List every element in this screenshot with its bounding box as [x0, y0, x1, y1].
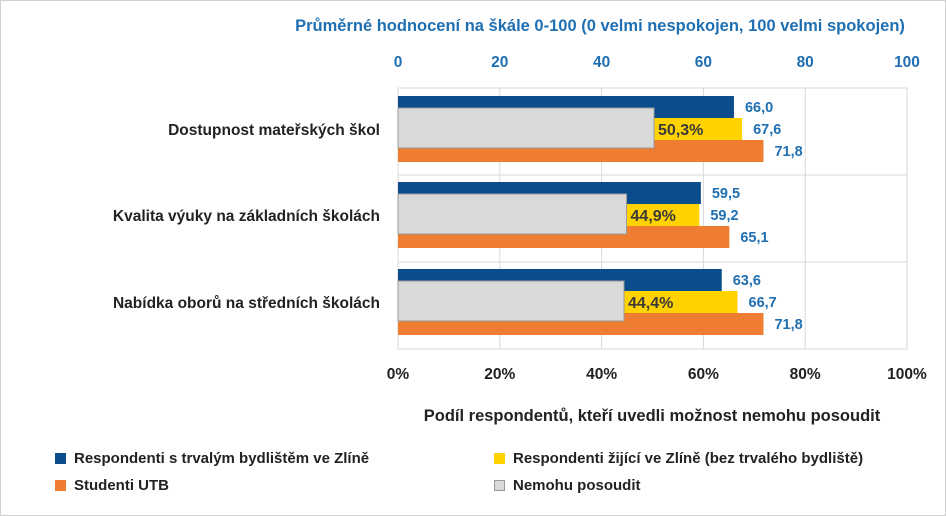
bottom-tick-label-0: 0%	[387, 366, 410, 383]
bottom-tick-label-5: 100%	[887, 366, 927, 383]
category-label-2: Nabídka oborů na středních školách	[113, 295, 380, 312]
legend-label-3: Nemohu posoudit	[513, 477, 641, 494]
bottom-tick-label-4: 80%	[790, 366, 821, 383]
top-tick-label-2: 40	[593, 54, 610, 71]
category-label-0: Dostupnost mateřských škol	[168, 122, 380, 139]
data-label-trvale-2: 63,6	[733, 273, 761, 289]
legend-label-0: Respondenti s trvalým bydlištěm ve Zlíně	[74, 450, 370, 467]
category-label-1: Kvalita výuky na základních školách	[113, 208, 380, 225]
bar-nemohu-2	[397, 280, 625, 322]
legend-item-2: Studenti UTB	[55, 477, 169, 494]
data-label-studenti-1: 65,1	[740, 230, 768, 246]
plot-area: 0 20 40 60 80 100 0% 20% 40% 60% 80% 100% Dostupnost…	[113, 54, 927, 383]
legend-label-1: Respondenti žijící ve Zlíně (bez trvaléh…	[513, 450, 864, 467]
data-label-trvale-0: 66,0	[745, 100, 773, 116]
legend-item-3: Nemohu posoudit	[494, 477, 641, 494]
bar-nemohu-1	[397, 193, 628, 235]
legend-label-2: Studenti UTB	[74, 477, 169, 494]
legend-swatch-2	[55, 480, 66, 491]
data-label-trvale-1: 59,5	[712, 186, 740, 202]
data-label-studenti-0: 71,8	[774, 144, 802, 160]
top-tick-label-4: 80	[797, 54, 814, 71]
data-label-studenti-2: 71,8	[774, 317, 802, 333]
x-axis-title: Podíl respondentů, kteří uvedli možnost …	[424, 407, 881, 425]
data-label-nemohu-2: 44,4%	[628, 295, 673, 312]
data-label-zijici-1: 59,2	[710, 208, 738, 224]
legend-swatch-3	[494, 480, 505, 491]
top-tick-label-0: 0	[394, 54, 403, 71]
legend-swatch-0	[55, 453, 66, 464]
legend-item-1: Respondenti žijící ve Zlíně (bez trvaléh…	[494, 450, 863, 467]
data-label-zijici-0: 67,6	[753, 122, 781, 138]
top-tick-label-5: 100	[894, 54, 920, 71]
bottom-tick-label-3: 60%	[688, 366, 719, 383]
bar-nemohu-0	[397, 107, 655, 149]
chart-title: Průměrné hodnocení na škále 0-100 (0 vel…	[295, 17, 905, 35]
legend-item-0: Respondenti s trvalým bydlištěm ve Zlíně	[55, 450, 369, 467]
data-label-nemohu-1: 44,9%	[631, 208, 676, 225]
data-label-nemohu-0: 50,3%	[658, 122, 703, 139]
bottom-tick-label-1: 20%	[484, 366, 515, 383]
data-label-zijici-2: 66,7	[749, 295, 777, 311]
legend-swatch-1	[494, 453, 505, 464]
bottom-tick-label-2: 40%	[586, 366, 617, 383]
top-tick-label-1: 20	[491, 54, 508, 71]
top-tick-label-3: 60	[695, 54, 712, 71]
